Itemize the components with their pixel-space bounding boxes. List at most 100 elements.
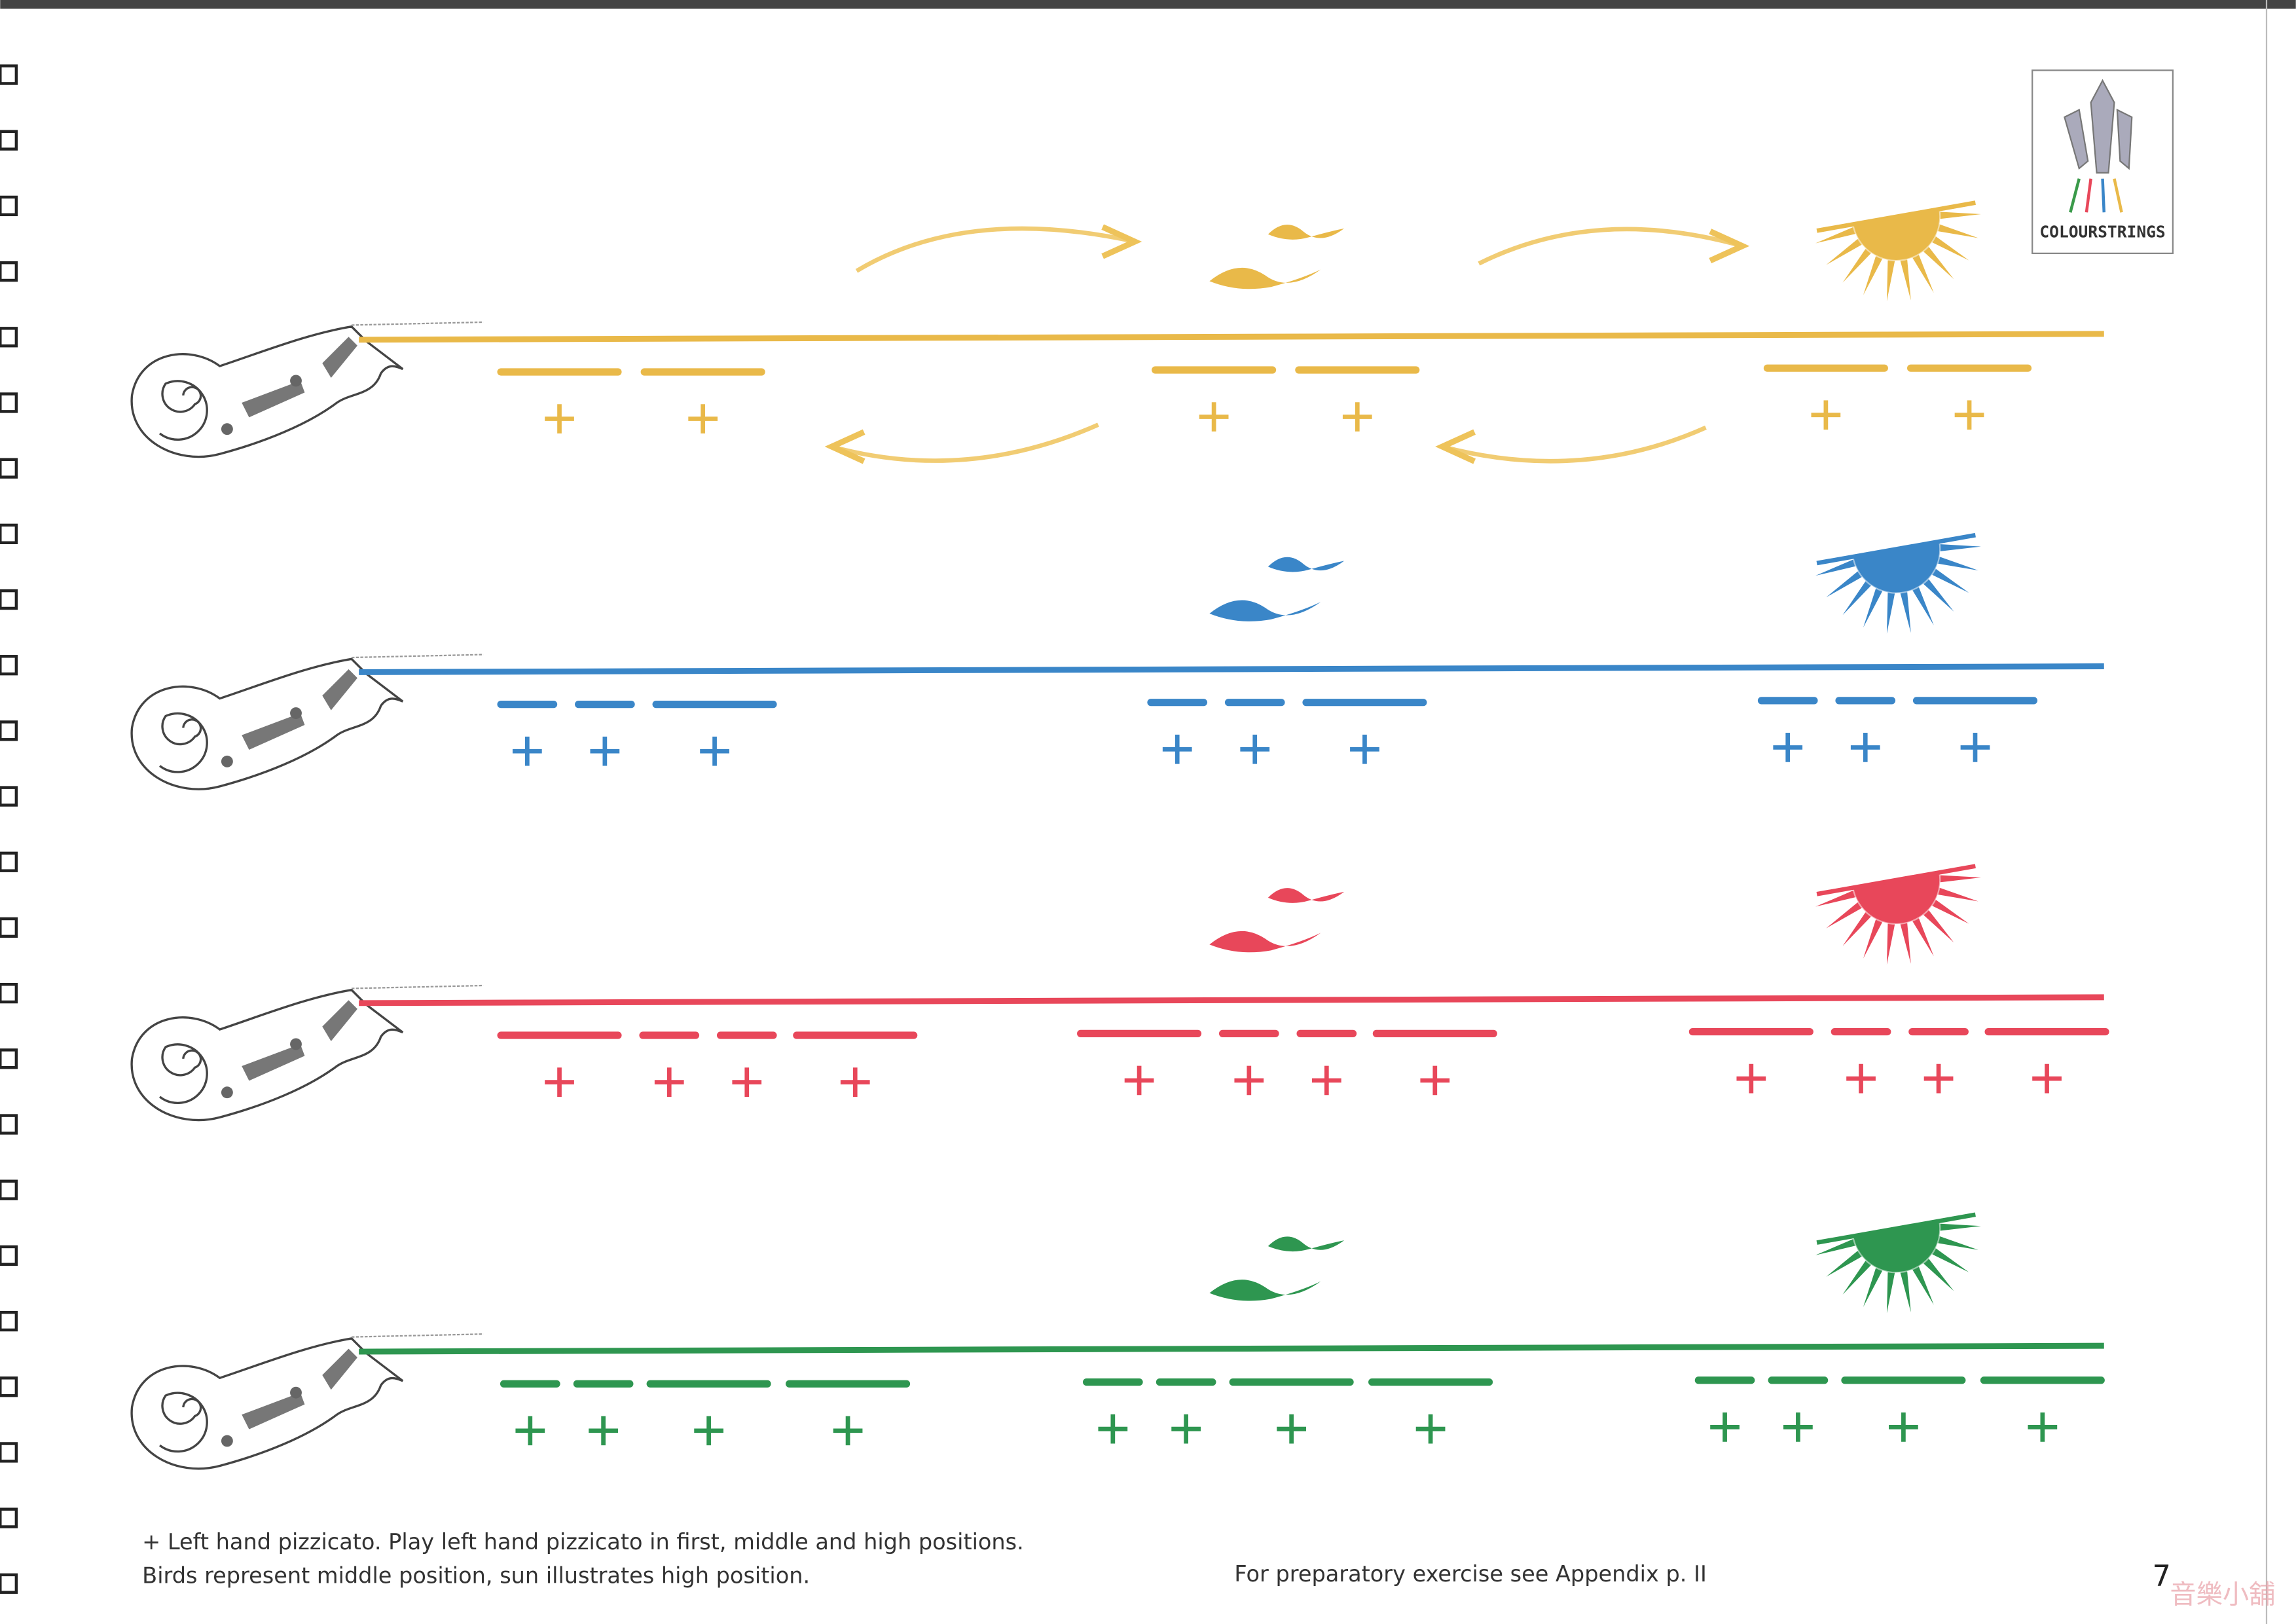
pizzicato-plus: [1240, 734, 1270, 764]
scroll-hole: [290, 375, 302, 387]
binding-ring: [0, 1507, 18, 1528]
scroll-hole: [221, 1435, 233, 1447]
binding-ring: [0, 1442, 18, 1463]
scroll-spiral: [159, 380, 208, 441]
binding-ring: [0, 261, 18, 282]
pizzicato-plus: [1171, 1414, 1201, 1444]
pizzicato-plus: [2028, 1412, 2058, 1442]
scroll-peg: [242, 1392, 305, 1430]
scroll-string: [351, 654, 484, 659]
pizzicato-plus: [1342, 402, 1372, 432]
binding-ring: [0, 786, 18, 807]
scroll-hole: [290, 1386, 302, 1399]
scroll-hole: [290, 707, 302, 719]
scroll-string: [351, 1333, 484, 1338]
pizzicato-plus: [515, 1416, 545, 1446]
scroll-peg: [242, 1044, 305, 1081]
pizzicato-plus: [1311, 1065, 1341, 1096]
binding-ring: [0, 523, 18, 544]
position-arrows: [824, 224, 1750, 464]
binding-ring: [0, 458, 18, 479]
pizzicato-plus: [1234, 1065, 1264, 1096]
bird: [1209, 267, 1321, 289]
scroll-spiral: [159, 1392, 208, 1453]
pizzicato-plus: [688, 404, 718, 434]
sun: [1815, 532, 1981, 634]
scroll-hole: [290, 1038, 302, 1050]
pizzicato-plus: [1736, 1063, 1766, 1094]
pizzicato-plus: [1277, 1414, 1307, 1444]
logo-text: COLOURSTRINGS: [2039, 222, 2165, 241]
string-line: [359, 994, 2104, 1006]
scroll-hole: [221, 1086, 233, 1099]
sun-horizon: [1816, 1212, 1976, 1245]
binding-ring: [0, 130, 18, 151]
pizzicato-plus: [1889, 1412, 1918, 1442]
pizzicato-plus: [1811, 400, 1841, 430]
pizzicato-plus: [1850, 733, 1880, 762]
pizzicato-plus: [590, 736, 620, 766]
pizzicato-plus: [833, 1416, 863, 1446]
binding-ring: [0, 589, 18, 610]
sun: [1815, 864, 1981, 965]
arrow-curve: [1442, 425, 1707, 464]
binding-ring: [0, 1310, 18, 1332]
logo-icon: [2064, 79, 2133, 174]
sun: [1815, 1212, 1981, 1314]
exercise-row: [130, 532, 2104, 790]
pizzicato-plus: [732, 1067, 762, 1097]
sun-horizon: [1816, 864, 1976, 896]
scroll-spiral: [159, 1043, 208, 1105]
arrow-curve: [1478, 227, 1743, 266]
pizzicato-plus: [545, 404, 574, 434]
sun-horizon: [1816, 532, 1976, 566]
binding-ring: [0, 1376, 18, 1397]
footer-note: Birds represent middle position, sun ill…: [142, 1562, 810, 1588]
arrow-curve: [831, 422, 1099, 463]
binding-ring: [0, 851, 18, 872]
binding-ring: [0, 1245, 18, 1266]
pizzicato-plus: [589, 1416, 618, 1446]
arrow-head: [1101, 224, 1142, 259]
arrow-head: [1435, 429, 1476, 464]
pizzicato-plus: [1098, 1414, 1128, 1444]
bird: [1267, 557, 1345, 572]
pizzicato-plus: [1124, 1065, 1154, 1096]
string-line: [359, 1342, 2104, 1355]
scroll-peg: [242, 380, 305, 418]
logo-stroke: [2101, 178, 2106, 213]
bird: [1267, 1236, 1345, 1252]
pizzicato-plus: [1954, 400, 1984, 430]
scroll-peg: [322, 669, 357, 710]
pizzicato-plus: [1199, 402, 1229, 432]
arrow-curve: [855, 226, 1136, 273]
spiral-binding: [0, 64, 18, 1594]
pizzicato-plus: [1350, 734, 1379, 764]
pizzicato-plus: [1773, 733, 1803, 762]
binding-ring: [0, 917, 18, 938]
pizzicato-plus: [545, 1067, 574, 1097]
scroll-string: [351, 984, 484, 989]
string-line: [359, 663, 2104, 675]
top-edge: [0, 0, 2296, 9]
pizzicato-plus: [1420, 1065, 1450, 1096]
binding-ring: [0, 720, 18, 741]
binding-ring: [0, 1114, 18, 1135]
binding-ring: [0, 1048, 18, 1069]
string-line: [359, 331, 2104, 343]
binding-ring: [0, 392, 18, 413]
binding-ring: [0, 195, 18, 217]
pizzicato-plus: [1783, 1412, 1813, 1442]
bird: [1209, 600, 1321, 621]
pizzicato-plus: [700, 736, 729, 766]
pizzicato-plus: [1162, 734, 1192, 764]
pizzicato-plus: [694, 1416, 723, 1446]
pizzicato-plus: [512, 736, 542, 766]
scroll-hole: [221, 423, 233, 435]
bird: [1267, 225, 1345, 240]
exercise-row: [130, 1212, 2105, 1470]
pizzicato-plus: [1846, 1063, 1876, 1094]
pizzicato-plus: [1710, 1412, 1740, 1442]
